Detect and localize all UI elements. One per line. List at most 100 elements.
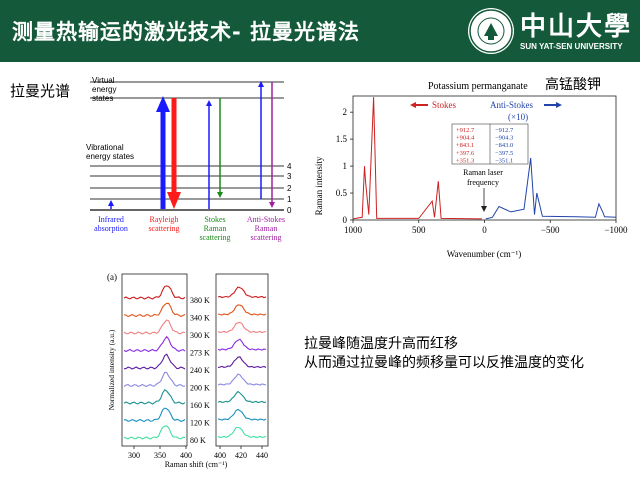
y-tick-label: 0 [343, 215, 348, 225]
x-tick-label: 300 [128, 451, 140, 460]
spectrum-curve-left [123, 335, 186, 353]
process-label: Raman [255, 224, 278, 233]
x-tick-label: −500 [541, 225, 560, 235]
right-frame [215, 273, 269, 447]
series-line-anti-stokes [485, 157, 617, 220]
x-tick-label: −1000 [604, 225, 628, 235]
x-tick-label: 500 [412, 225, 426, 235]
panel-label: (a) [107, 272, 117, 282]
process-label: Anti-Stokes [247, 215, 285, 224]
process-label: Raman [204, 224, 227, 233]
y-tick-label: 2 [343, 107, 348, 117]
peak-stokes: +904.4 [456, 135, 475, 142]
temperature-label: 340 K [190, 314, 210, 323]
legend-anti-stokes-scale: (×10) [508, 112, 528, 122]
temperature-label: 300 K [190, 331, 210, 340]
title-bar: 测量热输运的激光技术- 拉曼光谱法 中山大學 SUN YAT-SEN UNIVE… [0, 0, 640, 62]
temperature-label: 200 K [190, 384, 210, 393]
spectrum-curve-right [217, 373, 267, 386]
spectrum-curve-right [217, 356, 267, 369]
y-tick-label: 1.5 [336, 134, 348, 144]
kmno4-label: 高锰酸钾 [545, 77, 601, 93]
peak-anti-stokes: −912.7 [495, 127, 514, 134]
laser-annotation: frequency [467, 178, 499, 187]
spectrum-curve-left [123, 371, 186, 388]
spectrum-curve-right [217, 408, 267, 421]
level-label: 1 [287, 195, 292, 204]
y-tick-label: 0.5 [336, 188, 348, 198]
y-axis-label: Normalized intensity (a.u.) [107, 329, 116, 410]
level-label: 2 [287, 184, 292, 193]
x-axis-label: Wavenumber (cm⁻¹) [447, 249, 521, 259]
temperature-label: 240 K [190, 366, 210, 375]
slide-title: 测量热输运的激光技术- 拉曼光谱法 [12, 20, 361, 44]
spectrum-curve-left [124, 407, 186, 423]
virtual-label-line: energy [92, 85, 116, 94]
series-line-stokes [352, 97, 482, 220]
x-tick-label: 440 [256, 451, 268, 460]
spectrum-curve-right [217, 321, 267, 334]
peak-anti-stokes: −904.3 [495, 135, 513, 142]
peak-stokes: +843.1 [456, 142, 474, 149]
x-axis-label: Raman shift (cm⁻¹) [165, 460, 228, 469]
spectrum-curve-left [123, 353, 186, 370]
spectrum-curve-right [217, 338, 267, 351]
temperature-label: 273 K [190, 349, 210, 358]
chart-title: Potassium permanganate [428, 81, 528, 92]
legend-stokes: Stokes [432, 100, 457, 110]
x-tick-label: 350 [154, 451, 166, 460]
spectrum-curve-left [123, 389, 186, 405]
temperature-label: 120 K [190, 419, 210, 428]
level-label: 3 [287, 172, 292, 181]
peak-stokes: +351.3 [456, 157, 474, 164]
left-frame [121, 273, 188, 447]
x-tick-label: 420 [235, 451, 247, 460]
spectrum-curve-right [217, 286, 267, 299]
temperature-label: 160 K [190, 401, 210, 410]
virtual-label-line: Virtual [92, 76, 115, 85]
level-label: 4 [287, 162, 292, 171]
note-line-1: 拉曼峰随温度升高而红移 [304, 336, 458, 352]
laser-annotation: Raman laser [463, 168, 503, 177]
y-axis-label: Raman intensity [314, 156, 324, 215]
process-label: absorption [94, 224, 128, 233]
spectrum-curve-right [217, 304, 267, 316]
raman-spectrum-label: 拉曼光谱 [10, 82, 71, 100]
legend-anti-stokes: Anti-Stokes [490, 100, 533, 110]
process-label: scattering [148, 224, 179, 233]
process-label: scattering [199, 233, 230, 242]
x-tick-label: 1000 [344, 225, 363, 235]
spectrum-curve-right [217, 390, 267, 404]
logo-english-name: SUN YAT-SEN UNIVERSITY [520, 42, 623, 51]
spectrum-curve-left [123, 285, 186, 300]
spectrum-curve-left [123, 425, 186, 440]
peak-stokes: +912.7 [456, 127, 475, 134]
process-label: scattering [250, 233, 281, 242]
x-tick-label: 400 [180, 451, 192, 460]
peak-stokes: +397.6 [456, 150, 475, 157]
university-logo: 中山大學 SUN YAT-SEN UNIVERSITY [520, 6, 634, 56]
vibrational-label-line: energy states [86, 152, 134, 161]
kmno4-raman-chart: Potassium permanganate Raman intensity W… [314, 81, 628, 259]
vibrational-label-line: Vibrational [86, 143, 124, 152]
level-label: 0 [287, 206, 292, 215]
university-seal-icon [468, 8, 514, 54]
temperature-label: 80 K [190, 436, 206, 445]
process-label: Rayleigh [150, 215, 179, 224]
peak-anti-stokes: −351.1 [495, 157, 513, 164]
x-tick-label: 400 [214, 451, 226, 460]
y-tick-label: 1 [343, 161, 348, 171]
temperature-raman-panel: (a) Normalized intensity (a.u.) 380 K 340… [107, 272, 269, 469]
process-label: Stokes [204, 215, 225, 224]
spectrum-curve-left [123, 302, 186, 318]
note-line-2: 从而通过拉曼峰的频移量可以反推温度的变化 [304, 355, 584, 371]
x-tick-label: 0 [482, 225, 487, 235]
peak-anti-stokes: −843.0 [495, 142, 513, 149]
spectrum-curve-right [217, 426, 267, 438]
energy-level-diagram: Virtual energy states Vibrational energy… [86, 76, 292, 242]
process-label: Infrared [98, 215, 124, 224]
peak-anti-stokes: −397.5 [495, 150, 513, 157]
spectrum-curve-left [123, 319, 186, 335]
virtual-label-line: states [92, 94, 113, 103]
temperature-label: 380 K [190, 296, 210, 305]
